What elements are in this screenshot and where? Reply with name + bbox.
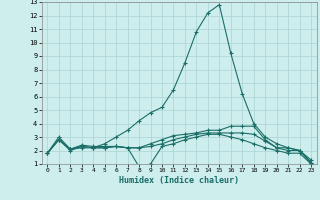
X-axis label: Humidex (Indice chaleur): Humidex (Indice chaleur): [119, 176, 239, 185]
